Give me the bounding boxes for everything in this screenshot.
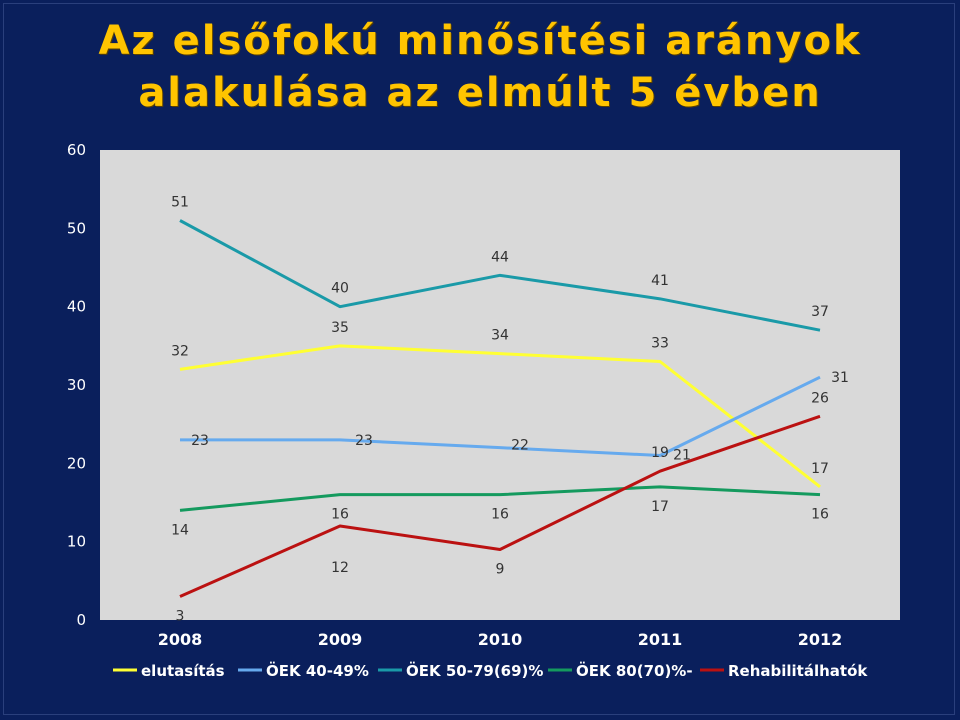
data-label: 35 xyxy=(331,320,349,336)
series-line xyxy=(180,375,821,457)
legend-label: ÖEK 80(70)%- xyxy=(576,661,693,680)
x-tick-label: 2012 xyxy=(798,630,843,649)
x-tick-label: 2010 xyxy=(478,630,523,649)
y-tick-label: 0 xyxy=(76,611,86,629)
y-tick-label: 10 xyxy=(67,533,86,551)
x-tick-label: 2008 xyxy=(158,630,203,649)
data-label: 40 xyxy=(331,281,349,297)
data-label: 9 xyxy=(496,562,505,578)
data-label: 3 xyxy=(176,609,185,625)
data-label: 34 xyxy=(491,328,509,344)
data-label: 37 xyxy=(811,304,829,320)
data-label: 31 xyxy=(831,370,849,386)
x-tick-label: 2009 xyxy=(318,630,363,649)
data-label: 23 xyxy=(191,433,209,449)
y-tick-label: 60 xyxy=(67,141,86,159)
data-label: 12 xyxy=(331,560,349,576)
data-label: 14 xyxy=(171,522,189,538)
data-label: 17 xyxy=(811,461,829,477)
data-label: 44 xyxy=(491,249,509,265)
slide-frame xyxy=(3,3,955,715)
y-tick-label: 40 xyxy=(67,298,86,316)
data-label: 23 xyxy=(355,433,373,449)
data-label: 32 xyxy=(171,343,189,359)
data-label: 51 xyxy=(171,195,189,211)
y-tick-label: 30 xyxy=(67,376,86,394)
data-label: 22 xyxy=(511,438,529,454)
slide-title-line-2: alakulása az elmúlt 5 évben xyxy=(138,70,822,116)
legend-label: ÖEK 50-79(69)% xyxy=(406,661,543,680)
y-tick-label: 20 xyxy=(67,454,86,472)
data-label: 17 xyxy=(651,499,669,515)
data-label: 16 xyxy=(491,507,509,523)
x-tick-label: 2011 xyxy=(638,630,683,649)
legend-label: elutasítás xyxy=(141,662,225,680)
data-label: 19 xyxy=(651,445,669,461)
series-line xyxy=(179,485,821,512)
plot-area xyxy=(100,150,900,620)
data-label: 41 xyxy=(651,273,669,289)
legend-label: Rehabilitálhatók xyxy=(728,662,868,680)
y-tick-label: 50 xyxy=(67,219,86,237)
data-label: 33 xyxy=(651,336,669,352)
data-label: 16 xyxy=(331,507,349,523)
series-line xyxy=(179,414,821,598)
series-line xyxy=(179,344,821,489)
data-label: 21 xyxy=(673,448,691,464)
data-label: 26 xyxy=(811,390,829,406)
series-line xyxy=(179,219,821,332)
legend-label: ÖEK 40-49% xyxy=(266,661,369,680)
data-label: 16 xyxy=(811,507,829,523)
slide-title-line-1: Az elsőfokú minősítési arányok xyxy=(98,18,862,64)
